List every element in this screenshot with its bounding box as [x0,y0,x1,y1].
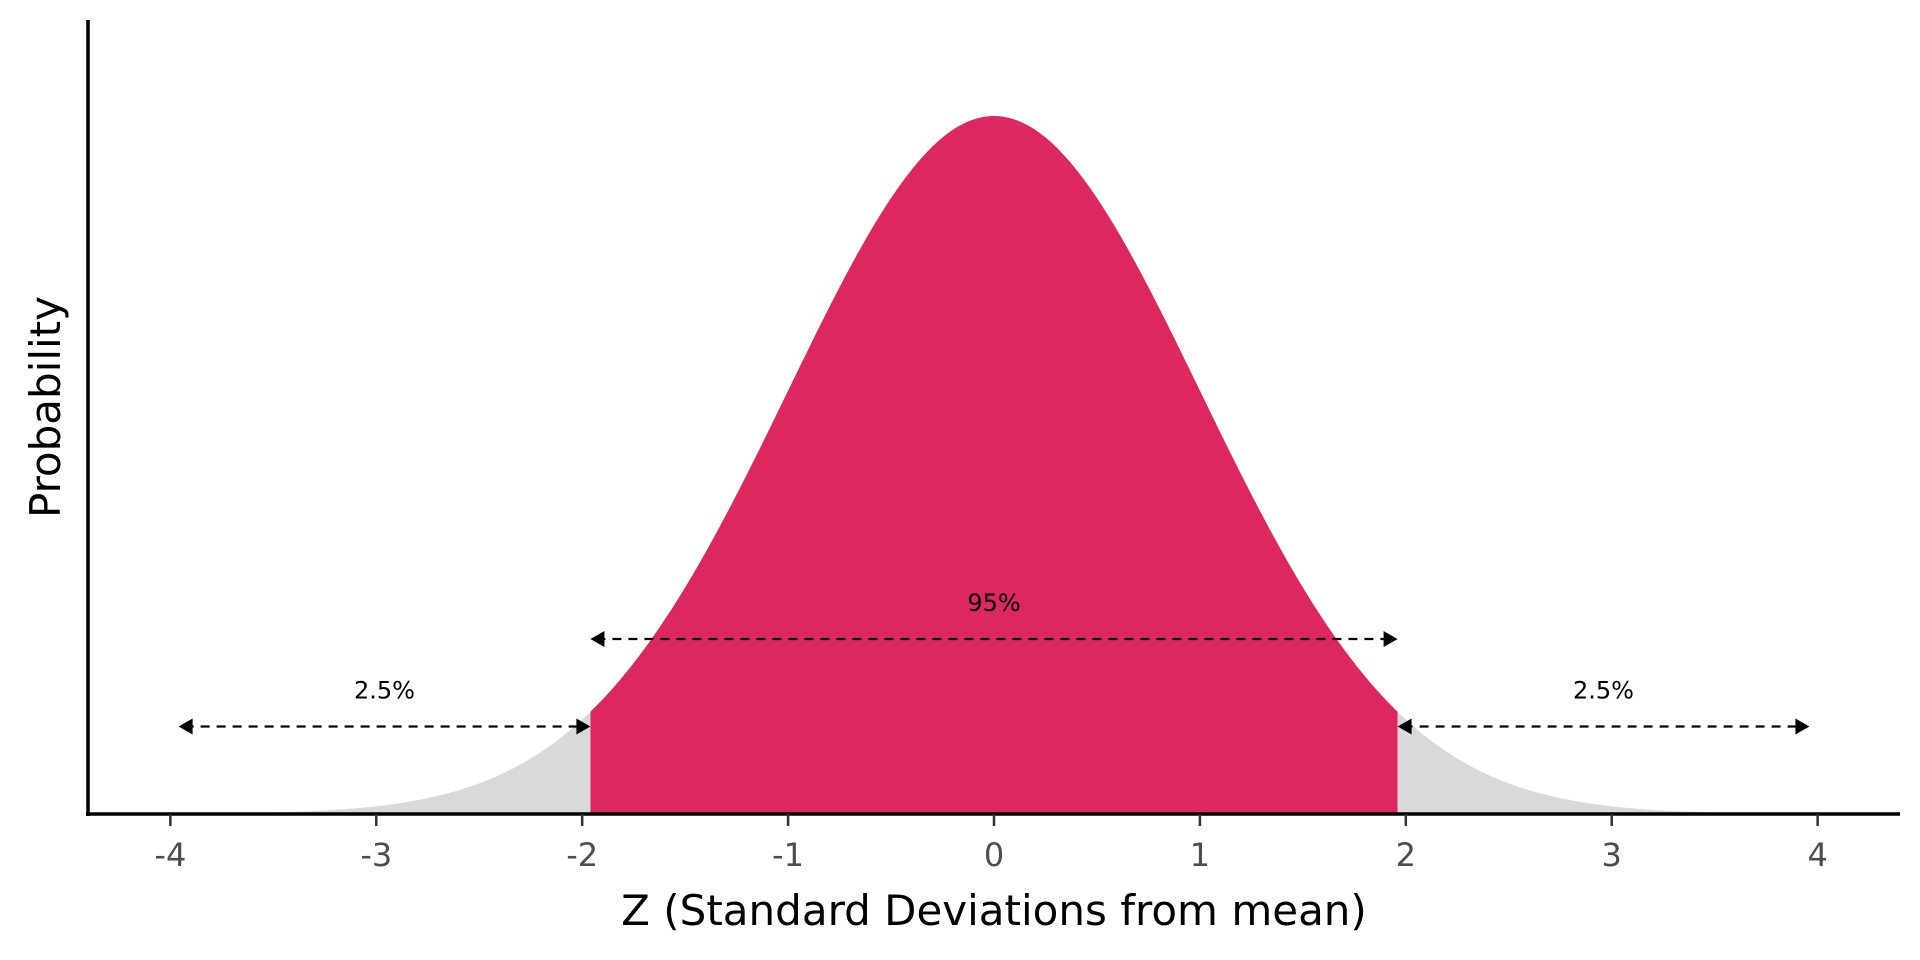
arrowhead-left [590,631,605,648]
annotation-label: 2.5% [354,677,415,705]
annotation-label: 95% [967,589,1020,617]
central-95-area [590,116,1398,814]
left-tail-area [88,711,591,814]
x-axis-ticks: -4 -3 -2 -1 0 1 2 3 4 [154,814,1828,874]
x-tick-label: -4 [154,836,186,874]
y-axis-title: Probability [21,296,70,518]
annotation-3: 2.5% [1397,677,1810,735]
arrowhead-left [178,718,193,735]
x-tick-label: -3 [360,836,392,874]
annotation-label: 2.5% [1573,677,1634,705]
arrowhead-right [1383,631,1398,648]
x-axis-title: Z (Standard Deviations from mean) [621,886,1367,935]
x-tick-label: 1 [1190,836,1210,874]
x-tick-label: 0 [984,836,1004,874]
x-tick-label: 3 [1602,836,1622,874]
x-tick-label: 4 [1807,836,1827,874]
distribution-areas [88,116,1900,814]
x-tick-label: 2 [1396,836,1416,874]
annotation-arrows: 2.5% 95% 2.5% [178,589,1810,735]
annotation-1: 2.5% [178,677,591,735]
annotation-2: 95% [590,589,1398,648]
x-tick-label: -1 [772,836,804,874]
arrowhead-left [1397,718,1412,735]
arrowhead-right [576,718,591,735]
x-tick-label: -2 [566,836,598,874]
right-tail-area [1397,711,1900,814]
arrowhead-right [1795,718,1810,735]
